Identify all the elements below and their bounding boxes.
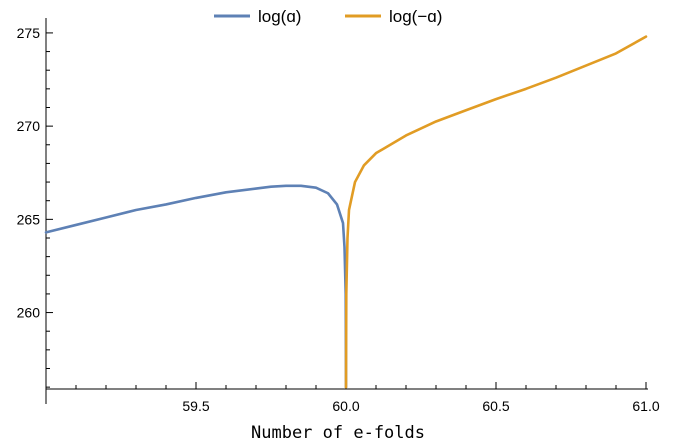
y-tick-label: 265	[17, 211, 41, 227]
series-line-1	[44, 184, 348, 389]
x-tick-label: 60.0	[332, 398, 359, 414]
y-tick-label: 270	[17, 118, 41, 134]
legend: log(ɑ) log(−ɑ)	[214, 7, 442, 26]
series-line-2	[344, 35, 648, 389]
x-tick-label: 60.5	[482, 398, 509, 414]
series-lines	[44, 35, 648, 389]
y-tick-label: 275	[17, 25, 41, 41]
legend-label-series-1: log(ɑ)	[258, 7, 301, 26]
legend-label-series-2: log(−ɑ)	[389, 7, 442, 26]
x-tick-label: 59.5	[182, 398, 209, 414]
y-tick-label: 260	[17, 305, 41, 321]
ticks	[45, 32, 647, 389]
x-axis-label: Number of e-folds	[251, 423, 425, 443]
tick-labels: 59.5 60.0 60.5 61.0 260 265 270 275	[17, 25, 660, 414]
x-tick-label: 61.0	[632, 398, 659, 414]
